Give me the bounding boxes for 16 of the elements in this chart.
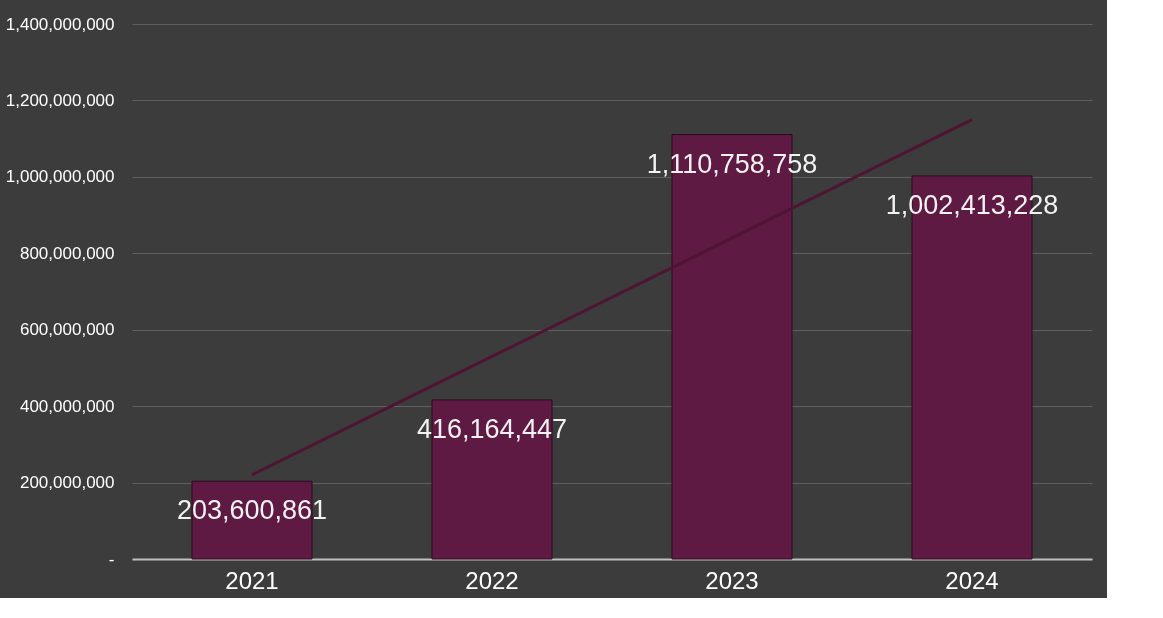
y-tick-label: 600,000,000 — [19, 320, 115, 340]
x-tick-label: 2023 — [705, 566, 759, 594]
data-label: 1,002,413,228 — [885, 189, 1059, 220]
data-label: 203,600,861 — [176, 495, 328, 526]
x-tick-label: 2022 — [465, 566, 519, 594]
y-tick-label: 800,000,000 — [19, 243, 115, 263]
y-tick-label: 200,000,000 — [19, 473, 115, 493]
y-tick-label: 1,200,000,000 — [5, 90, 115, 110]
y-tick-label: 1,000,000,000 — [5, 167, 115, 187]
x-tick-label: 2021 — [225, 566, 279, 594]
y-tick-label: 1,400,000,000 — [5, 14, 115, 34]
data-label: 1,110,758,758 — [646, 148, 818, 179]
y-tick-label: - — [108, 549, 115, 569]
data-label: 416,164,447 — [416, 413, 568, 444]
y-tick-label: 400,000,000 — [19, 396, 115, 416]
x-tick-label: 2024 — [945, 566, 999, 594]
